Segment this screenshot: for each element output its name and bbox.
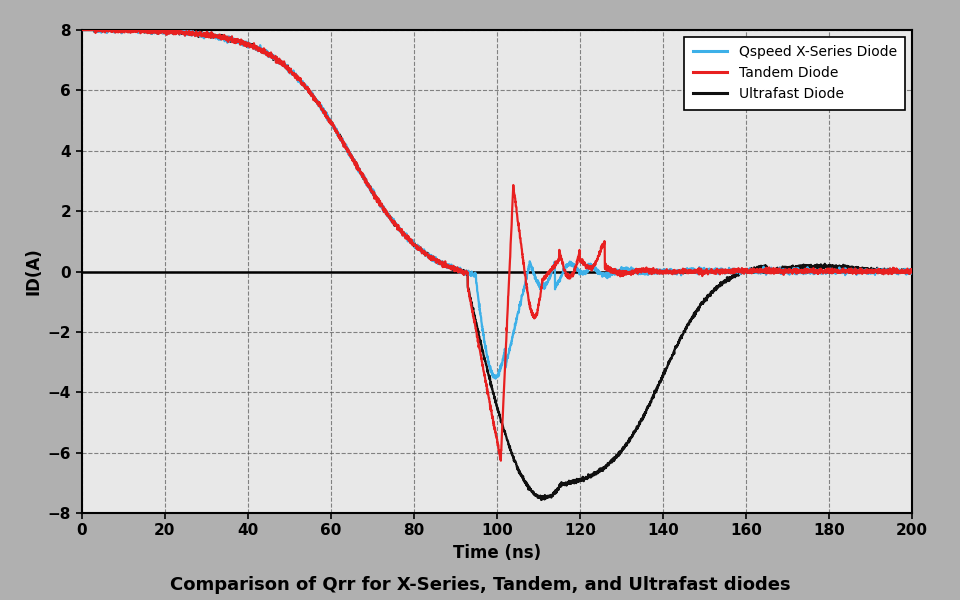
Y-axis label: ID(A): ID(A) xyxy=(24,248,42,295)
Ultrafast Diode xyxy=(906,268,918,275)
Ultrafast Diode xyxy=(881,268,893,275)
Qspeed X-Series Diode xyxy=(881,269,893,276)
Tandem Diode xyxy=(425,253,437,260)
Text: Comparison of Qrr for X-Series, Tandem, and Ultrafast diodes: Comparison of Qrr for X-Series, Tandem, … xyxy=(170,576,790,594)
Ultrafast Diode xyxy=(536,496,547,503)
Qspeed X-Series Diode xyxy=(470,279,482,286)
Tandem Diode xyxy=(906,268,918,275)
Tandem Diode xyxy=(470,328,482,335)
Qspeed X-Series Diode xyxy=(906,270,918,277)
Ultrafast Diode xyxy=(432,258,444,265)
Ultrafast Diode xyxy=(76,26,87,34)
Tandem Diode xyxy=(680,266,691,274)
Ultrafast Diode xyxy=(470,319,482,326)
Line: Qspeed X-Series Diode: Qspeed X-Series Diode xyxy=(82,26,912,379)
Ultrafast Diode xyxy=(99,24,110,31)
Line: Tandem Diode: Tandem Diode xyxy=(82,26,912,461)
Tandem Diode xyxy=(495,457,507,464)
Qspeed X-Series Diode xyxy=(76,26,87,34)
Qspeed X-Series Diode xyxy=(680,265,691,272)
Tandem Diode xyxy=(76,26,87,34)
Ultrafast Diode xyxy=(840,262,852,269)
Tandem Diode xyxy=(840,266,852,274)
X-axis label: Time (ns): Time (ns) xyxy=(453,544,540,562)
Qspeed X-Series Diode xyxy=(432,260,444,267)
Qspeed X-Series Diode xyxy=(132,23,144,30)
Line: Ultrafast Diode: Ultrafast Diode xyxy=(82,28,912,500)
Qspeed X-Series Diode xyxy=(840,268,852,275)
Tandem Diode xyxy=(881,269,893,276)
Legend: Qspeed X-Series Diode, Tandem Diode, Ultrafast Diode: Qspeed X-Series Diode, Tandem Diode, Ult… xyxy=(684,37,905,109)
Tandem Diode xyxy=(124,23,135,30)
Ultrafast Diode xyxy=(680,325,691,332)
Qspeed X-Series Diode xyxy=(490,375,501,382)
Qspeed X-Series Diode xyxy=(425,253,437,260)
Ultrafast Diode xyxy=(425,254,437,262)
Tandem Diode xyxy=(432,257,444,265)
